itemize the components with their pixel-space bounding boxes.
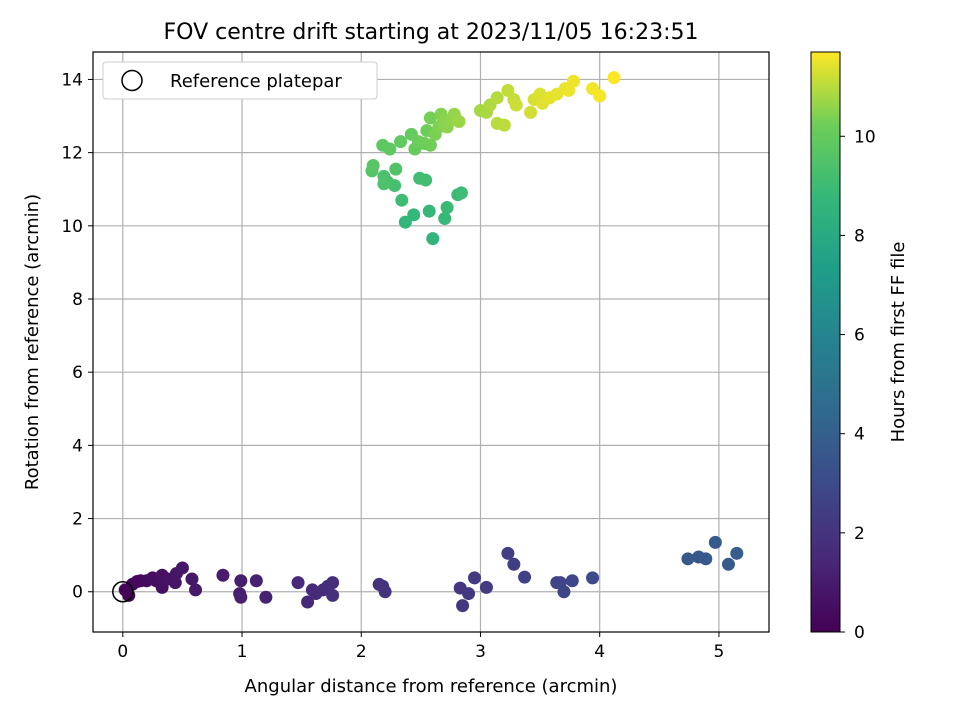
data-point bbox=[383, 142, 397, 156]
data-point bbox=[301, 595, 315, 609]
x-tick-label: 4 bbox=[594, 642, 605, 662]
data-point bbox=[699, 552, 713, 566]
x-tick-label: 2 bbox=[356, 642, 367, 662]
data-point bbox=[452, 115, 466, 129]
data-point bbox=[497, 118, 511, 132]
y-tick-label: 8 bbox=[72, 290, 83, 310]
reference-point-marker bbox=[112, 580, 134, 603]
data-point bbox=[419, 173, 433, 187]
data-point bbox=[216, 568, 230, 582]
colorbar-tick-label: 2 bbox=[854, 524, 865, 544]
y-axis-ticks: 0 2 4 6 8 10 12 14 bbox=[61, 70, 93, 603]
data-point bbox=[518, 570, 532, 584]
data-point bbox=[122, 588, 136, 602]
colorbar-tick-label: 0 bbox=[854, 623, 865, 643]
x-axis-ticks: 0 1 2 3 4 5 bbox=[117, 632, 724, 662]
data-point bbox=[565, 574, 579, 588]
y-tick-label: 12 bbox=[61, 144, 83, 164]
colorbar-gradient bbox=[810, 51, 841, 633]
y-tick-label: 0 bbox=[72, 583, 83, 603]
data-point bbox=[407, 208, 421, 222]
data-point bbox=[557, 585, 571, 599]
data-point bbox=[607, 71, 621, 85]
legend-reference-marker bbox=[121, 69, 143, 92]
data-point bbox=[507, 557, 521, 571]
data-point bbox=[440, 201, 454, 215]
x-axis-label: Angular distance from reference (arcmin) bbox=[245, 676, 618, 697]
x-tick-label: 1 bbox=[237, 642, 248, 662]
data-point bbox=[721, 557, 735, 571]
data-point bbox=[291, 576, 305, 590]
chart-title: FOV centre drift starting at 2023/11/05 … bbox=[164, 20, 699, 45]
colorbar-tick-label: 6 bbox=[854, 326, 865, 346]
data-point bbox=[593, 89, 607, 103]
data-point bbox=[423, 111, 437, 125]
data-point bbox=[378, 585, 392, 599]
legend-reference-label: Reference platepar bbox=[170, 71, 342, 92]
data-point bbox=[423, 138, 437, 152]
data-point bbox=[681, 552, 695, 566]
data-point bbox=[395, 193, 409, 207]
data-point bbox=[259, 590, 273, 604]
data-point bbox=[426, 232, 440, 246]
legend: Reference platepar bbox=[102, 61, 378, 100]
data-point bbox=[175, 561, 189, 575]
data-point bbox=[730, 546, 744, 560]
data-point bbox=[462, 587, 476, 601]
data-point bbox=[501, 546, 515, 560]
x-tick-label: 5 bbox=[714, 642, 725, 662]
colorbar-tick-label: 4 bbox=[854, 425, 865, 445]
colorbar-ticks: 0 2 4 6 8 10 bbox=[840, 127, 876, 643]
x-tick-label: 3 bbox=[475, 642, 486, 662]
data-point bbox=[185, 572, 199, 586]
data-point bbox=[326, 576, 340, 590]
y-tick-label: 6 bbox=[72, 363, 83, 383]
data-point bbox=[524, 105, 538, 119]
data-point bbox=[456, 599, 470, 613]
data-points bbox=[112, 71, 744, 613]
data-point bbox=[468, 571, 482, 585]
data-point bbox=[479, 580, 493, 594]
data-point bbox=[234, 574, 248, 588]
plot-frame bbox=[92, 51, 770, 633]
data-point bbox=[398, 215, 412, 229]
colorbar-label: Hours from first FF file bbox=[888, 242, 909, 443]
y-axis-label: Rotation from reference (arcmin) bbox=[22, 194, 43, 490]
y-tick-label: 10 bbox=[61, 217, 83, 237]
data-point bbox=[366, 158, 380, 172]
data-point bbox=[189, 583, 203, 597]
data-point bbox=[454, 186, 468, 200]
data-point bbox=[438, 211, 452, 225]
data-point bbox=[708, 535, 722, 549]
y-tick-label: 4 bbox=[72, 436, 83, 456]
colorbar: 0 2 4 6 8 10 Hours from first FF file bbox=[810, 51, 909, 643]
data-point bbox=[234, 590, 248, 604]
data-point bbox=[566, 74, 580, 88]
data-point bbox=[249, 574, 263, 588]
y-tick-label: 2 bbox=[72, 510, 83, 530]
data-point bbox=[326, 588, 340, 602]
colorbar-tick-label: 10 bbox=[854, 127, 876, 147]
data-point bbox=[509, 98, 523, 112]
data-point bbox=[394, 135, 408, 149]
data-point bbox=[389, 162, 403, 176]
data-point bbox=[586, 571, 600, 585]
data-point bbox=[377, 177, 391, 191]
y-tick-label: 14 bbox=[61, 70, 83, 90]
grid-lines bbox=[93, 52, 769, 632]
data-point bbox=[422, 204, 436, 218]
x-tick-label: 0 bbox=[117, 642, 128, 662]
data-point bbox=[490, 91, 504, 105]
colorbar-tick-label: 8 bbox=[854, 226, 865, 246]
legend-box bbox=[102, 61, 378, 100]
